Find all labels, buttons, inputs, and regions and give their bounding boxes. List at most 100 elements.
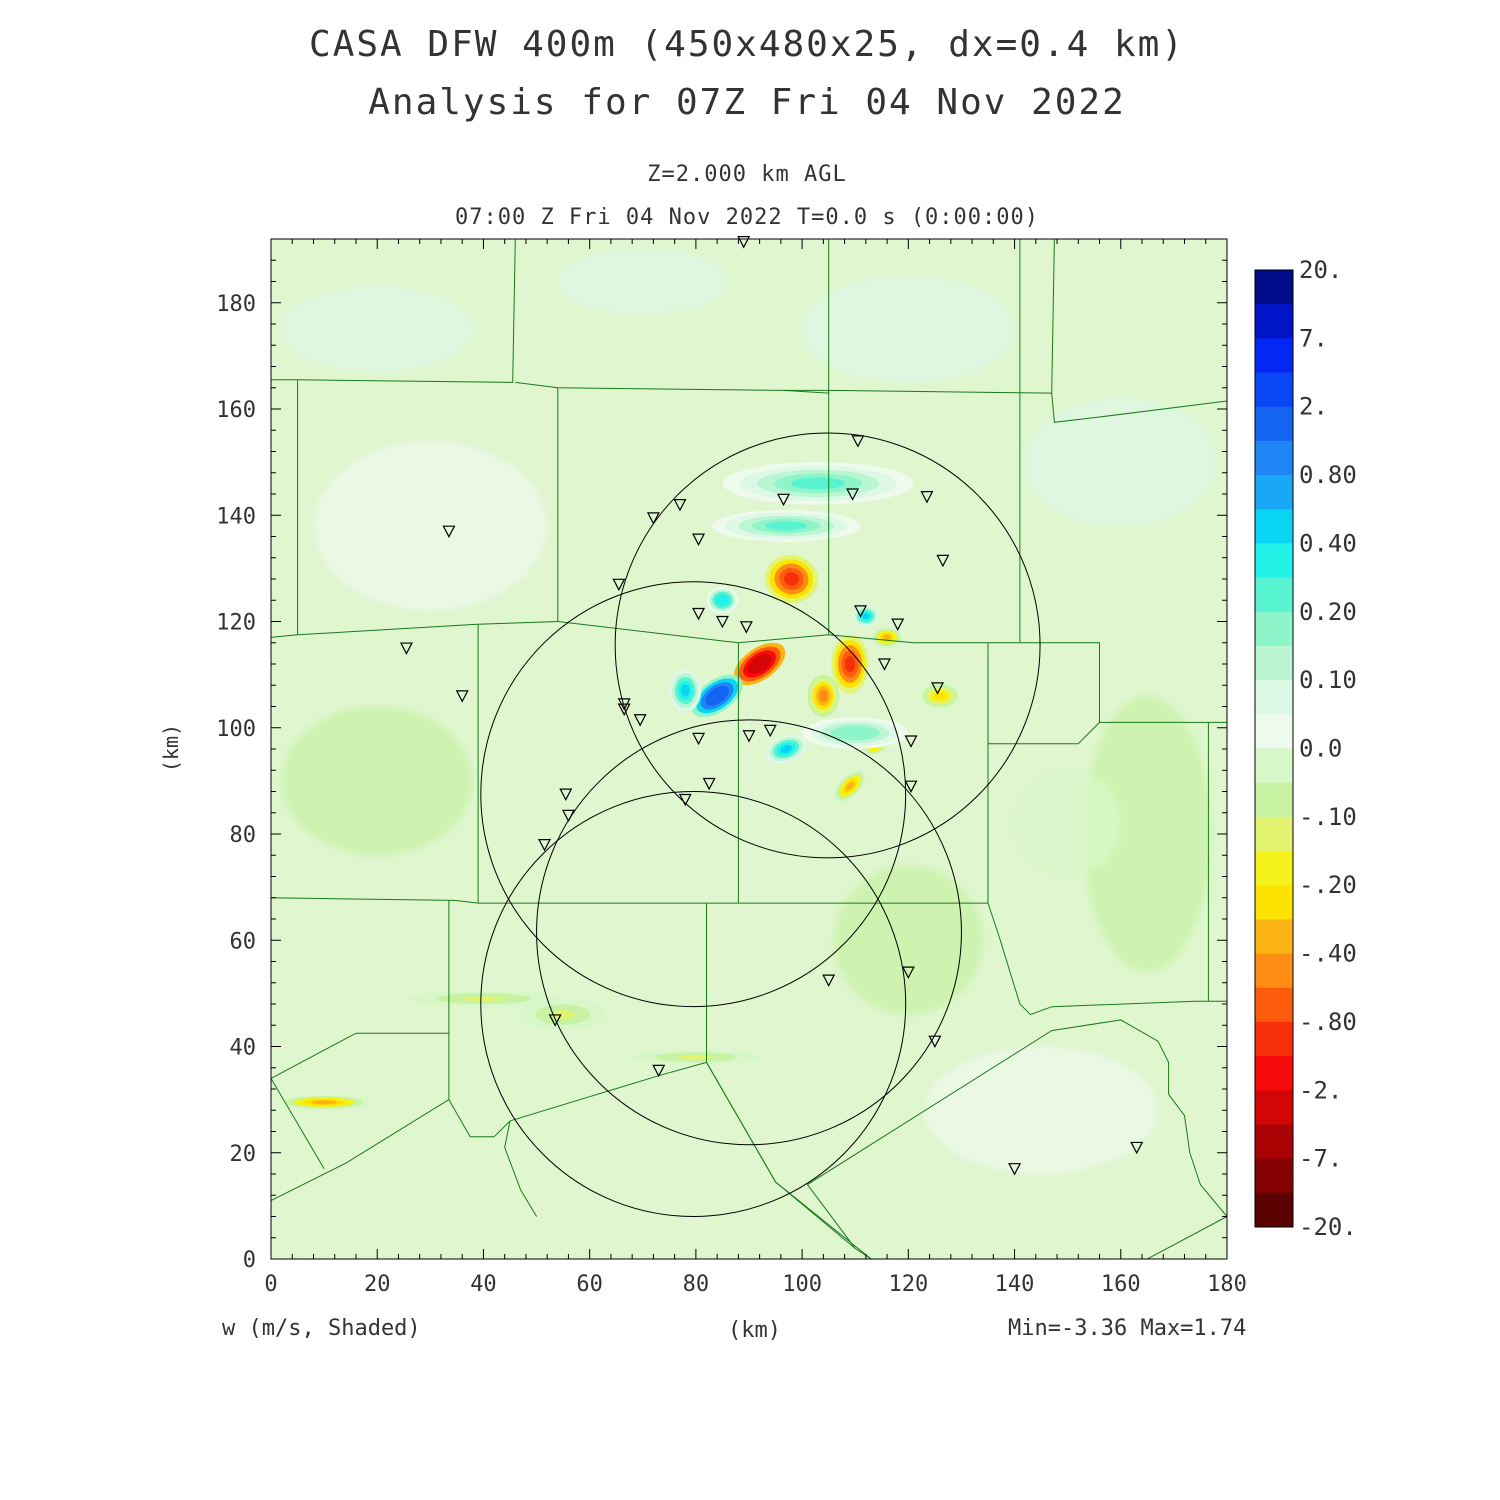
station-marker-icon — [617, 703, 631, 716]
colorbar-label: 7. — [1299, 324, 1328, 352]
colorbar-label: 0.20 — [1299, 598, 1357, 626]
county-boundary — [783, 239, 1055, 394]
station-marker-icon — [561, 809, 575, 823]
w-contour-shade — [551, 1010, 576, 1020]
x-tick-label: 0 — [264, 1272, 277, 1297]
background-field-patch — [802, 276, 1015, 383]
station-marker-icon — [646, 512, 660, 525]
y-tick-label: 120 — [216, 611, 256, 636]
w-contour-shade — [780, 744, 792, 754]
colorbar-swatch — [1255, 611, 1293, 647]
y-tick-label: 80 — [230, 823, 257, 848]
colorbar-swatch — [1255, 406, 1293, 442]
station-marker-icon — [692, 732, 706, 746]
y-tick-label: 20 — [230, 1142, 257, 1167]
radar-range-ring — [536, 719, 962, 1146]
colorbar-swatch — [1255, 782, 1293, 818]
colorbar-swatch — [1255, 475, 1293, 510]
w-contour-shade — [934, 692, 947, 700]
station-marker-icon — [920, 491, 934, 504]
x-tick-label: 80 — [683, 1272, 710, 1297]
station-marker-icon — [936, 554, 950, 568]
station-marker-icon — [678, 793, 692, 807]
station-marker-icon — [739, 621, 753, 634]
station-marker-icon — [692, 533, 706, 546]
station-marker-icon — [1130, 1141, 1144, 1155]
colorbar-swatch — [1255, 645, 1293, 681]
station-marker-icon — [548, 1014, 562, 1027]
background-field-patch — [924, 1046, 1158, 1174]
x-tick-label: 120 — [888, 1272, 928, 1297]
station-marker-icon — [763, 724, 777, 738]
station-marker-icon — [538, 839, 552, 852]
x-tick-label: 20 — [364, 1272, 391, 1297]
background-field-patch — [313, 440, 548, 611]
background-field-patch — [281, 706, 473, 856]
title-line-2: Analysis for 07Z Fri 04 Nov 2022 — [368, 82, 1126, 123]
station-marker-icon — [652, 1064, 666, 1078]
y-tick-label: 180 — [216, 292, 256, 317]
station-marker-icon — [399, 642, 413, 655]
x-tick-label: 100 — [782, 1272, 822, 1297]
background-field-patch — [1083, 695, 1212, 973]
y-tick-label: 60 — [230, 929, 257, 954]
min-max-label: Min=-3.36 Max=1.74 — [1008, 1316, 1247, 1341]
county-boundary — [807, 1019, 1227, 1217]
colorbar-label: 0.10 — [1299, 666, 1357, 694]
background-field-patch — [557, 249, 728, 314]
colorbar-swatch — [1255, 372, 1293, 408]
station-marker-icon — [846, 488, 860, 501]
w-contour-shade — [845, 781, 855, 791]
county-boundary — [297, 239, 516, 383]
background-field-patch — [1014, 770, 1121, 877]
station-marker-icon — [891, 618, 905, 631]
w-contour-shade — [818, 689, 828, 702]
y-tick-label: 0 — [243, 1248, 256, 1273]
county-boundary — [448, 900, 495, 1138]
colorbar-swatch — [1255, 1124, 1293, 1160]
colorbar-swatch — [1255, 1192, 1293, 1228]
county-boundary — [271, 1032, 449, 1079]
w-contour-shade — [791, 477, 845, 490]
colorbar-swatch — [1255, 304, 1293, 339]
colorbar-label: -2. — [1299, 1076, 1342, 1104]
field-label: w (m/s, Shaded) — [222, 1316, 421, 1341]
station-marker-icon — [612, 578, 626, 592]
station-marker-icon — [559, 788, 573, 801]
colorbar-swatch — [1255, 714, 1293, 749]
w-contour-shade — [840, 728, 871, 738]
radar-range-ring — [480, 581, 907, 1008]
county-boundary — [738, 642, 989, 904]
colorbar-label: -.40 — [1299, 940, 1357, 968]
station-marker-icon — [455, 690, 469, 703]
w-contour-shade — [862, 613, 870, 620]
level-label: Z=2.000 km AGL — [647, 162, 847, 187]
station-marker-icon — [1008, 1163, 1022, 1176]
time-label: 07:00 Z Fri 04 Nov 2022 T=0.0 s (0:00:00… — [454, 205, 1040, 230]
y-tick-label: 40 — [230, 1036, 257, 1061]
colorbar-label: 2. — [1299, 393, 1328, 421]
station-marker-icon — [901, 966, 915, 979]
station-marker-icon — [904, 735, 918, 748]
station-marker-icon — [851, 435, 865, 448]
station-marker-icon — [777, 493, 791, 507]
county-boundary — [987, 902, 1227, 1016]
colorbar-swatch — [1255, 953, 1293, 989]
x-tick-label: 160 — [1101, 1272, 1141, 1297]
station-marker-icon — [715, 615, 729, 629]
colorbar-swatch — [1255, 748, 1293, 784]
y-tick-label: 100 — [216, 717, 256, 742]
colorbar-swatch — [1255, 1090, 1293, 1125]
county-boundary — [504, 1120, 538, 1217]
colorbar-swatch — [1255, 1056, 1293, 1091]
colorbar-swatch — [1255, 919, 1293, 955]
station-marker-icon — [442, 525, 456, 538]
county-boundary — [493, 1061, 707, 1138]
w-contour-shade — [462, 996, 505, 1002]
colorbar-label: -.10 — [1299, 803, 1357, 831]
y-axis-label: (km) — [159, 724, 183, 772]
station-marker-icon — [877, 658, 891, 671]
colorbar-label: 20. — [1299, 256, 1342, 284]
colorbar-swatch — [1255, 1158, 1293, 1194]
